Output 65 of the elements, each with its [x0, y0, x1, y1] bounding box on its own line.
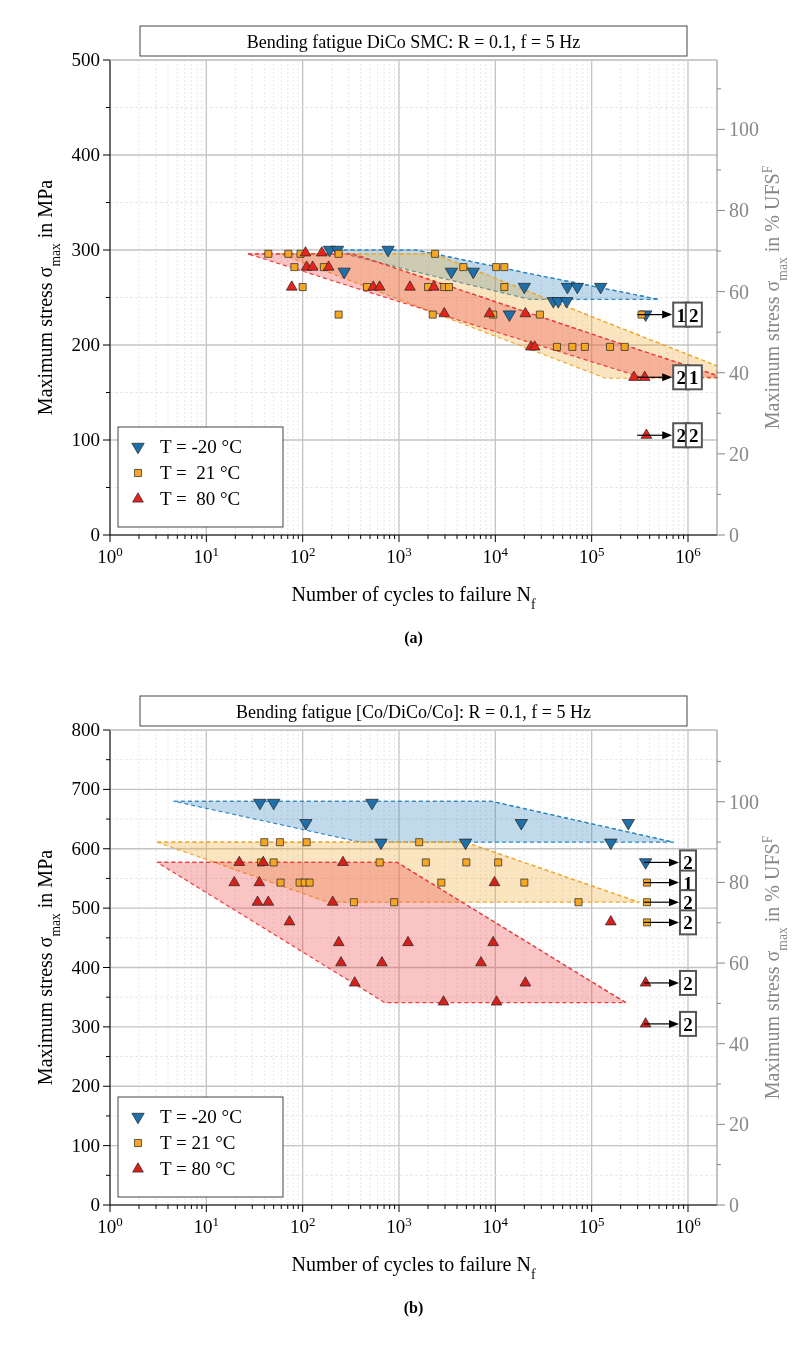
x-axis-title: Number of cycles to failure N$_{f}$ [291, 1253, 536, 1282]
text: (b) [403, 1299, 424, 1317]
legend-label: T = -20 °C [160, 1106, 242, 1127]
x-tick-label: 10$^{3}$ [386, 1213, 412, 1237]
x-tick-label: 10$^{5}$ [578, 1213, 605, 1237]
x-tick-label: 10$^{2}$ [289, 1213, 316, 1237]
x-tick-label: 10$^{1}$ [193, 1213, 220, 1237]
y2-tick-label: 40 [729, 1032, 749, 1055]
annotation: 1 [689, 367, 699, 389]
x-tick-label: 10$^{2}$ [289, 543, 316, 567]
y-tick-label: 100 [71, 1134, 100, 1156]
y-tick-label: 500 [71, 49, 100, 70]
chart-title: Bending fatigue DiCo SMC: R = 0.1, f = 5 Hz [246, 32, 581, 52]
y-tick-label: 400 [71, 144, 100, 165]
y-tick-label: 200 [71, 1075, 100, 1097]
y-tick-label: 500 [71, 897, 100, 919]
legend-label: T = 21 °C [160, 462, 241, 483]
annotation: 2 [683, 912, 693, 934]
x-axis-title: Number of cycles to failure N$_{f}$ [291, 583, 536, 612]
y2-tick-label: 100 [729, 790, 759, 813]
x-tick-label: 10$^{5}$ [578, 543, 605, 567]
y2-tick-label: 40 [729, 361, 749, 384]
y-tick-label: 300 [71, 1015, 100, 1037]
legend-label: T = 80 °C [160, 488, 241, 509]
legend-label: T = -20 °C [160, 436, 242, 457]
annotation: 2 [683, 852, 693, 874]
y2-tick-label: 0 [729, 1194, 739, 1216]
annotation: 2 [689, 304, 699, 326]
y2-tick-label: 0 [729, 524, 739, 546]
annotation: 2 [689, 425, 699, 447]
y2-tick-label: 60 [729, 280, 749, 303]
annotation: 2 [676, 425, 686, 447]
chart-title: Bending fatigue [Co/DiCo/Co]: R = 0.1, f = 5 Hz [236, 702, 591, 722]
annotation: 2 [683, 972, 693, 994]
y-tick-label: 600 [71, 837, 100, 859]
annotation: 1 [683, 872, 693, 894]
x-tick-label: 10$^{4}$ [482, 543, 509, 567]
legend-label: T = 21 °C [160, 1132, 236, 1153]
y-tick-label: 0 [90, 524, 100, 545]
y2-tick-label: 80 [729, 871, 749, 894]
y2-tick-label: 100 [729, 118, 759, 141]
text: (a) [404, 629, 423, 647]
annotation: 2 [683, 892, 693, 914]
x-tick-label: 10$^{6}$ [675, 543, 702, 567]
x-tick-label: 10$^{0}$ [97, 543, 123, 567]
annotation: 1 [676, 304, 686, 326]
y2-tick-label: 60 [729, 952, 749, 975]
legend-label: T = 80 °C [160, 1158, 236, 1179]
y-tick-label: 400 [71, 956, 100, 978]
y-tick-label: 300 [71, 239, 100, 260]
annotation: 2 [676, 367, 686, 389]
y-tick-label: 200 [71, 334, 100, 355]
x-tick-label: 10$^{0}$ [97, 1213, 123, 1237]
y2-tick-label: 20 [729, 442, 749, 465]
y-tick-label: 100 [71, 429, 100, 450]
x-tick-label: 10$^{6}$ [675, 1213, 702, 1237]
y2-tick-label: 80 [729, 199, 749, 222]
x-tick-label: 10$^{3}$ [386, 543, 412, 567]
x-tick-label: 10$^{4}$ [482, 1213, 509, 1237]
y-tick-label: 700 [71, 778, 100, 800]
y-tick-label: 800 [71, 719, 100, 740]
x-tick-label: 10$^{1}$ [193, 543, 220, 567]
y2-tick-label: 20 [729, 1113, 749, 1136]
y-tick-label: 0 [90, 1194, 100, 1215]
annotation: 2 [683, 1013, 693, 1035]
